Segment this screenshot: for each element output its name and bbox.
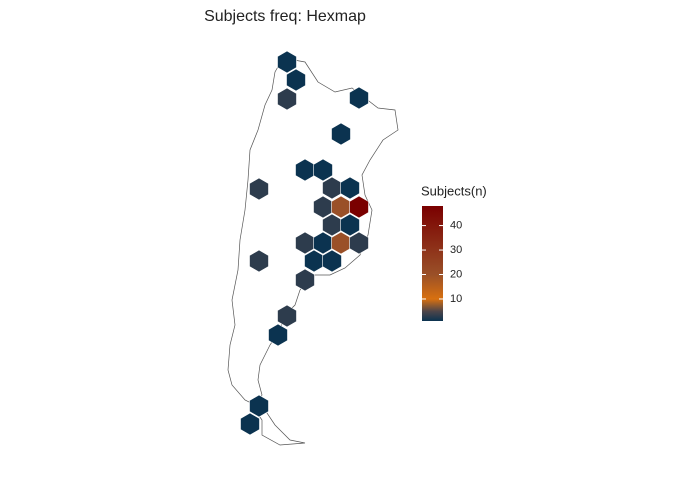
hexagon xyxy=(295,158,315,182)
hexagon xyxy=(304,249,324,273)
colorbar-tick-label: 10 xyxy=(450,293,462,305)
legend-title: Subjects(n) xyxy=(421,183,487,198)
hexagon xyxy=(295,231,315,255)
colorbar-tick-label: 40 xyxy=(450,219,462,231)
hexagon xyxy=(277,50,297,74)
hexagon xyxy=(349,86,369,110)
chart-title: Subjects freq: Hexmap xyxy=(204,8,366,25)
hexagon xyxy=(249,249,269,273)
hexagon xyxy=(340,176,360,200)
hexagon xyxy=(331,231,351,255)
hexagon xyxy=(295,268,315,292)
colorbar-tick-label: 20 xyxy=(450,268,462,280)
hexagon xyxy=(286,68,306,92)
hexagon xyxy=(322,213,342,237)
country-outline xyxy=(227,57,399,446)
hexagon xyxy=(349,195,369,219)
hexagon xyxy=(277,87,297,111)
hexagon xyxy=(277,304,297,328)
hexagon xyxy=(331,122,351,146)
hexagon xyxy=(249,177,269,201)
hexagon xyxy=(349,231,369,255)
hexagon xyxy=(249,394,269,418)
colorbar xyxy=(422,206,443,321)
hexagon xyxy=(268,323,288,347)
hexagon xyxy=(322,176,342,200)
hexagon xyxy=(313,158,333,182)
hexagon xyxy=(331,195,351,219)
hexagon xyxy=(340,213,360,237)
hexagon xyxy=(322,249,342,273)
hexagon xyxy=(313,231,333,255)
hexagon xyxy=(313,195,333,219)
hexagon xyxy=(240,412,260,436)
colorbar-tick-label: 30 xyxy=(450,244,462,256)
